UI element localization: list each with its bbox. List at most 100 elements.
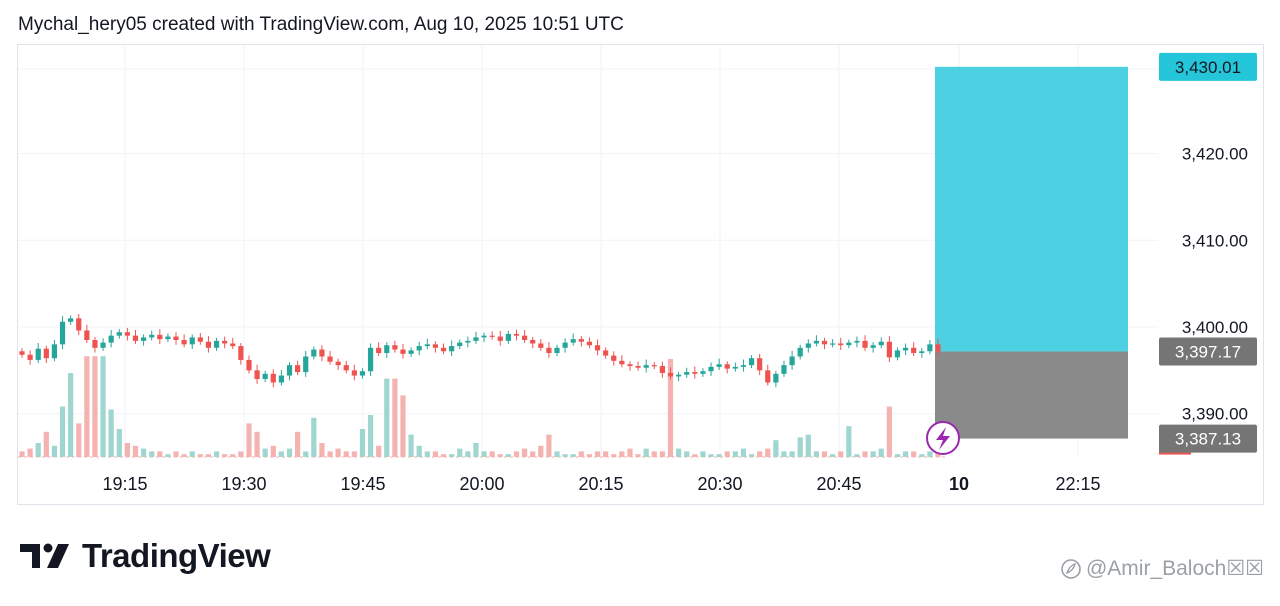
x-tick-label: 10 bbox=[949, 474, 969, 494]
x-tick-label: 19:15 bbox=[102, 474, 147, 494]
candle-body bbox=[327, 356, 333, 362]
volume-bar bbox=[92, 356, 98, 457]
candle-body bbox=[838, 343, 844, 346]
volume-bar bbox=[197, 454, 203, 457]
volume-bar bbox=[724, 451, 730, 457]
price-chart[interactable]: 3,420.00 3,410.00 3,400.00 3,390.00 19:15 19:… bbox=[18, 45, 1263, 504]
price-label-bg bbox=[1159, 52, 1257, 81]
candle-body bbox=[359, 371, 366, 376]
candle-body bbox=[862, 340, 868, 348]
volume-bar bbox=[870, 451, 876, 457]
candle-body bbox=[902, 347, 909, 351]
volume-bar bbox=[189, 451, 195, 457]
candle-body bbox=[343, 365, 349, 371]
candle-body bbox=[748, 358, 755, 366]
volume-bar bbox=[432, 451, 439, 457]
target-zone bbox=[935, 66, 1128, 352]
volume-bar bbox=[886, 406, 892, 457]
candle-body bbox=[254, 370, 260, 380]
volume-bar bbox=[781, 451, 787, 457]
candle-body bbox=[84, 330, 90, 341]
volume-bar bbox=[578, 451, 584, 457]
volume-bar bbox=[603, 451, 609, 457]
candle-body bbox=[424, 344, 430, 347]
volume-bar bbox=[627, 448, 633, 457]
y-tick-label: 3,420.00 bbox=[1182, 145, 1248, 164]
candle-body bbox=[489, 335, 495, 337]
x-tick-label: 22:15 bbox=[1055, 474, 1100, 494]
candle-body bbox=[570, 339, 576, 343]
volume-bar bbox=[821, 451, 828, 457]
candle-body bbox=[43, 348, 49, 359]
candle-body bbox=[870, 345, 876, 348]
candle-body bbox=[432, 344, 439, 348]
candle-body bbox=[205, 341, 212, 348]
volume-bar bbox=[457, 448, 463, 457]
tradingview-brand: TradingView bbox=[82, 537, 271, 574]
volume-bar bbox=[132, 445, 139, 457]
volume-bar bbox=[319, 443, 325, 457]
volume-bar bbox=[773, 440, 779, 457]
volume-bar bbox=[546, 434, 552, 457]
volume-bar bbox=[684, 451, 690, 457]
volume-bar bbox=[740, 448, 747, 457]
volume-bar bbox=[238, 451, 244, 457]
x-tick-label: 19:45 bbox=[340, 474, 385, 494]
candle-body bbox=[830, 343, 836, 345]
volume-bar bbox=[830, 454, 836, 457]
lightning-icon-bolt bbox=[936, 427, 950, 450]
volume-bar bbox=[19, 451, 25, 457]
volume-bar bbox=[295, 431, 301, 457]
candle-body bbox=[238, 346, 244, 360]
candle-body bbox=[440, 347, 447, 352]
candle-body bbox=[716, 364, 722, 367]
volume-bar bbox=[124, 443, 130, 457]
volume-bar bbox=[757, 451, 763, 457]
volume-bar bbox=[538, 445, 544, 457]
candle-body bbox=[789, 356, 795, 366]
volume-bar bbox=[692, 454, 698, 457]
volume-bar bbox=[716, 454, 722, 457]
candle-body bbox=[878, 341, 884, 346]
candle-body bbox=[246, 359, 252, 371]
candle-body bbox=[894, 350, 901, 358]
volume-bar bbox=[367, 415, 374, 457]
volume-bar bbox=[465, 451, 471, 457]
candle-body bbox=[295, 365, 301, 373]
candle-body bbox=[797, 347, 803, 357]
volume-bar bbox=[246, 423, 252, 457]
volume-bar bbox=[473, 443, 479, 457]
candle-body bbox=[757, 358, 763, 371]
candle-body bbox=[708, 366, 714, 372]
candle-body bbox=[603, 350, 609, 356]
volume-bar bbox=[651, 451, 657, 457]
candle-body bbox=[546, 347, 552, 354]
volume-bar bbox=[789, 451, 795, 457]
candle-body bbox=[400, 349, 406, 354]
volume-bar bbox=[327, 451, 333, 457]
volume-bar bbox=[619, 451, 625, 457]
candle-body bbox=[278, 375, 284, 383]
y-tick-label: 3,400.00 bbox=[1182, 318, 1248, 337]
volume-bar bbox=[862, 451, 868, 457]
chart-area[interactable]: 3,420.00 3,410.00 3,400.00 3,390.00 19:15 19:… bbox=[17, 44, 1264, 505]
tradingview-logo[interactable]: TradingView bbox=[20, 534, 271, 578]
candle-body bbox=[262, 373, 268, 380]
x-tick-label: 20:30 bbox=[697, 474, 742, 494]
candle-body bbox=[886, 341, 892, 358]
volume-bar bbox=[667, 359, 674, 457]
volume-bar bbox=[270, 445, 276, 457]
candle-body bbox=[821, 340, 828, 345]
candle-body bbox=[270, 373, 276, 383]
volume-bar bbox=[554, 451, 560, 457]
candle-body bbox=[651, 365, 657, 367]
price-label-bg bbox=[1159, 337, 1257, 366]
candle-body bbox=[813, 340, 820, 344]
candle-body bbox=[773, 373, 779, 383]
candle-body bbox=[68, 318, 74, 322]
candle-body bbox=[538, 343, 544, 348]
candle-body bbox=[594, 345, 601, 351]
volume-bar bbox=[878, 448, 884, 457]
volume-bar bbox=[797, 437, 803, 457]
candle-body bbox=[303, 356, 309, 373]
